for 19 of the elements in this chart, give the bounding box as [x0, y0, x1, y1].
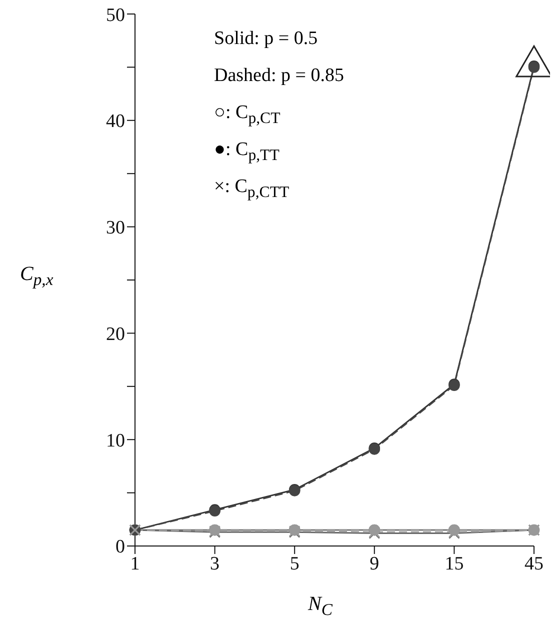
annotation: ○: C$_{p,CT}$	[214, 102, 280, 128]
annotation: Solid: p = 0.5	[214, 28, 318, 50]
x-axis-title: N$_{C}$	[308, 593, 332, 620]
annotation: ●: C$_{p,TT}$	[214, 139, 280, 165]
x-tick-label: 5	[290, 553, 300, 574]
annotation: Dashed: p = 0.85	[214, 65, 344, 87]
y-tick-label: 20	[106, 324, 125, 345]
x-tick-label: 45	[524, 553, 544, 574]
x-tick-label: 15	[444, 553, 464, 574]
x-tick-label: 3	[210, 553, 220, 574]
y-tick-label: 0	[116, 536, 125, 558]
y-tick-label: 30	[106, 218, 125, 239]
x-tick-label: 9	[370, 553, 380, 574]
y-tick-label: 50	[106, 4, 125, 26]
annotation: ×: C$_{p,CTT}$	[214, 176, 290, 202]
y-axis-title: C$_{p,x}$	[20, 263, 54, 290]
y-tick-label: 10	[106, 430, 125, 452]
y-tick-label: 40	[106, 111, 125, 132]
x-tick-label: 1	[130, 553, 140, 574]
